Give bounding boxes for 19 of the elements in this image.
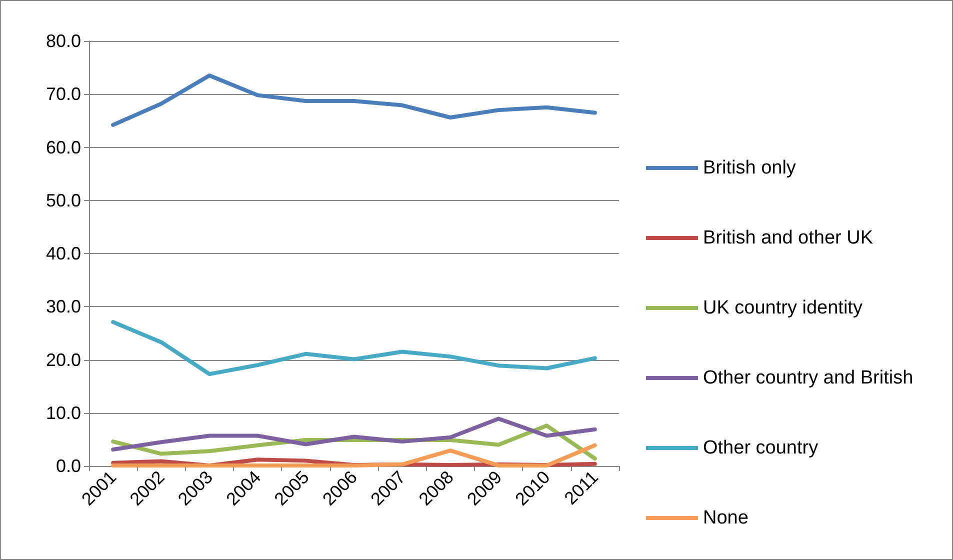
legend-label: British and other UK — [703, 228, 874, 248]
y-tick-label: 70.0 — [46, 84, 81, 104]
y-tick-label: 30.0 — [46, 296, 81, 317]
legend-label: British only — [703, 158, 796, 178]
line-series — [111, 443, 597, 468]
legend-label: None — [703, 508, 748, 528]
line-series — [111, 74, 597, 127]
y-tick-label: 80.0 — [46, 31, 81, 51]
legend-label: UK country identity — [703, 298, 863, 318]
legend-label: Other country — [703, 438, 819, 458]
y-tick-label: 20.0 — [46, 350, 81, 370]
y-tick-label: 10.0 — [46, 402, 81, 423]
y-tick-label: 50.0 — [46, 190, 81, 210]
y-tick-label: 0.0 — [56, 456, 81, 476]
legend-label: Other country and British — [703, 368, 914, 388]
y-tick-label: 40.0 — [46, 244, 81, 264]
line-series — [111, 416, 597, 452]
line-series — [111, 320, 597, 376]
y-tick-label: 60.0 — [46, 137, 81, 158]
